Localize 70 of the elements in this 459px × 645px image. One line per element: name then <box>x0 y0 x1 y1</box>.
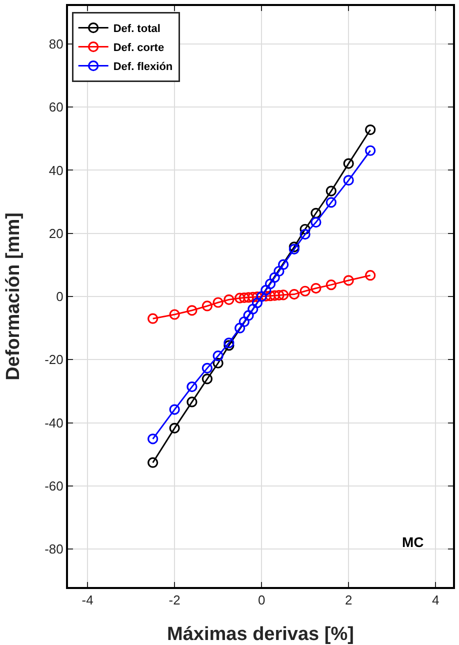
point <box>269 272 280 283</box>
point <box>169 404 180 415</box>
point <box>148 313 158 324</box>
point <box>224 338 234 348</box>
point <box>310 282 322 294</box>
point <box>300 224 310 235</box>
point <box>343 275 354 286</box>
point <box>224 294 234 305</box>
point <box>224 340 234 351</box>
x-tick-label: 0 <box>258 592 266 608</box>
point <box>264 278 276 290</box>
annotation: MC <box>402 534 424 550</box>
point <box>343 158 354 169</box>
point <box>343 175 354 186</box>
point <box>300 286 310 296</box>
y-tick-label: 0 <box>56 289 64 304</box>
point <box>202 362 213 374</box>
y-tick-label: -40 <box>44 415 64 430</box>
point <box>169 422 180 434</box>
point <box>326 186 336 196</box>
point <box>186 396 198 408</box>
legend-label: Def. total <box>113 23 160 36</box>
point <box>186 382 198 392</box>
point <box>252 298 263 308</box>
point <box>212 358 224 368</box>
point <box>274 266 284 277</box>
x-tick-label: -4 <box>82 592 94 608</box>
point <box>260 284 272 296</box>
point <box>148 457 158 468</box>
point <box>248 304 258 314</box>
point <box>310 217 322 228</box>
point <box>148 434 158 444</box>
point <box>243 292 254 303</box>
y-tick-label: 20 <box>48 226 64 241</box>
point <box>278 259 289 270</box>
y-tick-label: -20 <box>44 352 64 368</box>
point <box>238 316 250 328</box>
point <box>169 309 180 320</box>
point <box>310 208 322 218</box>
point <box>234 322 246 334</box>
legend-label: Def. corte <box>113 42 164 54</box>
y-axis-title: Deformación [mm] <box>3 212 24 380</box>
point <box>234 292 246 304</box>
x-tick-label: 4 <box>432 592 440 608</box>
point <box>243 310 254 321</box>
point <box>326 197 336 208</box>
point <box>202 300 213 312</box>
x-axis-title: Máximas derivas [%] <box>167 624 354 645</box>
x-tick-label: -2 <box>168 592 180 608</box>
point <box>365 145 376 156</box>
point <box>278 290 289 300</box>
point <box>365 270 376 281</box>
point <box>269 290 280 301</box>
y-tick-label: 60 <box>48 100 64 115</box>
point <box>274 290 284 301</box>
point <box>365 124 376 136</box>
y-tick-label: -80 <box>44 542 64 557</box>
point <box>202 374 213 384</box>
point <box>288 288 300 300</box>
y-tick-label: -60 <box>44 478 64 494</box>
y-tick-label: 40 <box>48 162 64 178</box>
x-tick-label: 2 <box>344 592 352 608</box>
legend-label: Def. flexión <box>113 61 173 74</box>
point <box>238 292 250 304</box>
point <box>186 305 198 316</box>
point <box>300 229 310 240</box>
point <box>212 350 224 362</box>
point <box>326 280 336 290</box>
point <box>212 297 224 308</box>
y-tick-label: 80 <box>48 36 64 52</box>
